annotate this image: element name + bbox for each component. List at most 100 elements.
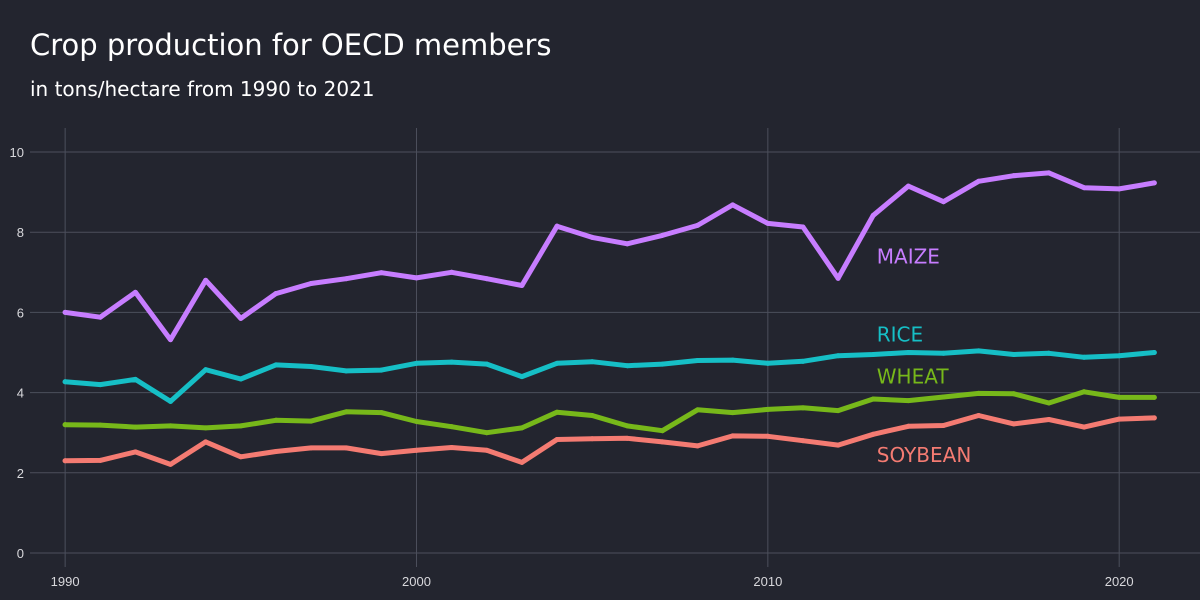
data-point-rice <box>554 360 560 366</box>
data-point-soybean <box>1151 415 1157 421</box>
data-point-maize <box>484 276 490 282</box>
x-tick-label: 2010 <box>753 574 782 589</box>
data-point-rice <box>519 374 525 380</box>
data-point-maize <box>238 315 244 321</box>
data-point-maize <box>62 309 68 315</box>
data-point-maize <box>1081 185 1087 191</box>
data-point-soybean <box>273 449 279 455</box>
series-label-rice: RICE <box>877 322 923 346</box>
data-point-maize <box>976 178 982 184</box>
data-point-wheat <box>941 394 947 400</box>
data-point-soybean <box>97 457 103 463</box>
data-point-soybean <box>1081 424 1087 430</box>
data-point-rice <box>624 363 630 369</box>
data-point-maize <box>97 314 103 320</box>
series-label-soybean: SOYBEAN <box>877 443 972 467</box>
data-point-soybean <box>730 433 736 439</box>
data-point-wheat <box>168 423 174 429</box>
data-point-wheat <box>378 410 384 416</box>
data-point-wheat <box>1011 391 1017 397</box>
data-point-soybean <box>132 449 138 455</box>
data-point-maize <box>1046 170 1052 176</box>
data-point-wheat <box>1046 400 1052 406</box>
y-tick-label: 6 <box>17 305 24 320</box>
data-point-soybean <box>870 431 876 437</box>
data-point-soybean <box>1046 416 1052 422</box>
data-point-rice <box>765 360 771 366</box>
data-point-rice <box>308 364 314 370</box>
data-point-rice <box>203 367 209 373</box>
data-point-rice <box>659 361 665 367</box>
data-point-soybean <box>800 438 806 444</box>
data-point-soybean <box>659 439 665 445</box>
data-point-wheat <box>519 425 525 431</box>
data-point-rice <box>1151 350 1157 355</box>
data-point-wheat <box>238 423 244 429</box>
data-point-soybean <box>413 447 419 453</box>
data-point-maize <box>835 275 841 281</box>
data-point-maize <box>308 281 314 287</box>
series-labels: MAIZE RICE WHEAT SOYBEAN <box>877 244 972 466</box>
x-tick-label: 2000 <box>402 574 431 589</box>
data-point-rice <box>835 353 841 359</box>
y-tick-label: 4 <box>17 386 24 401</box>
data-point-rice <box>589 359 595 365</box>
series-line-soybean <box>62 413 1157 467</box>
data-point-rice <box>378 367 384 373</box>
data-point-soybean <box>168 461 174 467</box>
chart-title: Crop production for OECD members <box>30 28 552 62</box>
data-point-maize <box>695 222 701 228</box>
series-label-wheat: WHEAT <box>877 365 950 389</box>
data-point-rice <box>730 357 736 363</box>
data-point-wheat <box>343 409 349 415</box>
data-point-maize <box>1116 186 1122 192</box>
data-point-rice <box>800 358 806 364</box>
data-point-rice <box>941 350 947 356</box>
data-point-soybean <box>765 433 771 439</box>
data-point-soybean <box>941 422 947 428</box>
data-point-maize <box>941 199 947 205</box>
data-point-rice <box>1046 350 1052 356</box>
data-point-maize <box>378 270 384 276</box>
data-point-maize <box>343 276 349 282</box>
data-point-wheat <box>308 418 314 424</box>
data-point-rice <box>168 398 174 404</box>
data-point-rice <box>905 350 911 355</box>
data-point-soybean <box>343 445 349 451</box>
data-point-wheat <box>695 407 701 413</box>
data-point-maize <box>519 283 525 289</box>
x-tick-label: 1990 <box>51 574 80 589</box>
data-point-maize <box>203 277 209 283</box>
data-point-wheat <box>203 425 209 431</box>
data-point-maize <box>870 212 876 218</box>
data-point-wheat <box>97 422 103 428</box>
data-point-wheat <box>730 410 736 416</box>
data-point-maize <box>132 289 138 295</box>
data-point-maize <box>1151 180 1157 186</box>
data-point-maize <box>273 291 279 297</box>
data-point-wheat <box>1151 394 1157 400</box>
data-point-wheat <box>905 398 911 404</box>
data-point-soybean <box>624 435 630 441</box>
series-line-rice <box>62 348 1157 404</box>
series-label-maize: MAIZE <box>877 244 940 268</box>
data-point-rice <box>976 348 982 354</box>
data-point-maize <box>1011 173 1017 179</box>
data-point-soybean <box>238 454 244 460</box>
data-point-rice <box>343 368 349 374</box>
data-point-wheat <box>835 408 841 414</box>
data-point-soybean <box>1011 421 1017 427</box>
data-point-maize <box>905 183 911 189</box>
data-point-rice <box>62 379 68 385</box>
data-point-soybean <box>554 437 560 443</box>
x-tick-labels: 1990 2000 2010 2020 <box>51 574 1134 589</box>
data-point-soybean <box>976 412 982 418</box>
data-point-wheat <box>132 424 138 430</box>
data-point-maize <box>659 232 665 238</box>
data-point-rice <box>1081 354 1087 360</box>
data-point-wheat <box>624 423 630 429</box>
data-point-wheat <box>554 409 560 415</box>
data-point-wheat <box>62 422 68 428</box>
series-lines <box>62 170 1157 467</box>
